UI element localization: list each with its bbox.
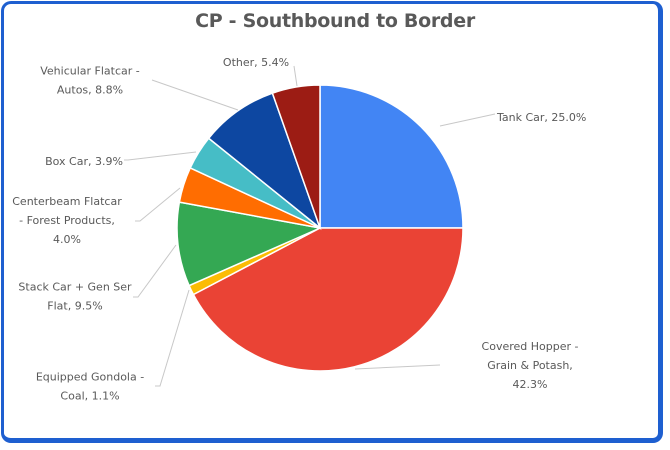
pie-slice-other (271, 84, 321, 229)
data-label-vehicular-flatcar-autos: Vehicular Flatcar -Autos, 8.8% (40, 65, 140, 97)
data-label-centerbeam-flatcar-forest-products: Centerbeam Flatcar - Forest Products, 4.0% (12, 195, 122, 246)
chart-title: CP - Southbound to Border (195, 10, 475, 32)
leader-line-tank-car (439, 113, 496, 127)
leader-line-vehicular-flatcar-autos (151, 79, 239, 111)
pie-slice-stack-car-gen-ser-flat (176, 201, 323, 287)
data-labels: Tank Car, 25.0% Covered Hopper -Grain & P… (12, 56, 586, 403)
pie-slices (176, 84, 464, 372)
data-label-box-car: Box Car, 3.9% (45, 155, 123, 168)
data-label-covered-hopper-grain-potash: Covered Hopper -Grain & Potash, 42.3% (482, 340, 579, 391)
data-label-other: Other, 5.4% (223, 56, 289, 69)
leader-line-stack-car-gen-ser-flat (133, 244, 177, 298)
leader-line-covered-hopper-grain-potash (354, 364, 441, 370)
pie-slice-tank-car (319, 84, 464, 229)
leader-lines (124, 65, 496, 387)
data-label-equipped-gondola-coal: Equipped Gondola -Coal, 1.1% (36, 371, 144, 403)
leader-line-centerbeam-flatcar-forest-products (135, 187, 181, 222)
data-label-tank-car: Tank Car, 25.0% (496, 111, 586, 124)
pie-slice-covered-hopper-grain-potash (192, 227, 464, 372)
leader-line-box-car (124, 151, 197, 161)
data-label-stack-car-gen-ser-flat: Stack Car + Gen Ser Flat, 9.5% (18, 281, 132, 313)
leader-line-equipped-gondola-coal (155, 289, 190, 387)
leader-line-other (293, 65, 298, 87)
